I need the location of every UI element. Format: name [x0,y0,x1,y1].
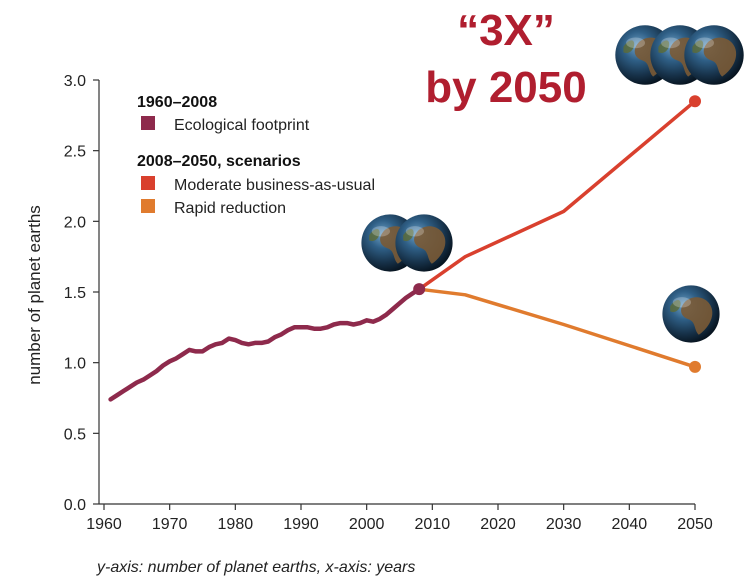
legend-swatch-moderate [141,176,155,190]
point-marker-rapid-2050 [689,360,701,373]
callout-3x: “3X” [457,6,555,55]
y-axis: 0.0 0.5 1.0 1.5 2.0 2.5 3.0 [64,73,100,514]
earth-globe-icon [395,214,453,272]
earth-globes-2008-two [361,214,453,272]
legend-heading-scenarios: 2008–2050, scenarios [137,153,301,170]
series-layer [108,95,701,402]
y-tick-label: 0.0 [64,497,86,514]
legend-swatch-rapid [141,199,155,213]
legend-label-moderate: Moderate business-as-usual [174,177,375,194]
y-tick-label: 1.0 [64,356,86,373]
y-tick-label: 2.0 [64,214,86,231]
earth-globe-icon [684,25,744,85]
legend-swatch-ecological-footprint [141,116,155,130]
x-tick-label: 2050 [677,516,713,533]
legend-label-ecological-footprint: Ecological footprint [174,117,310,134]
y-tick-label: 1.5 [64,285,86,302]
y-tick-label: 3.0 [64,73,86,90]
earth-globe-icon [662,285,720,343]
x-tick-label: 2030 [546,516,582,533]
legend-heading-historical: 1960–2008 [137,94,217,111]
y-tick-label: 2.5 [64,144,86,161]
point-marker-2008 [413,283,426,296]
x-tick-label: 2000 [349,516,385,533]
x-axis: 1960 1970 1980 1990 2000 2010 2020 2030 2040 2050 [86,503,713,533]
y-tick-label: 0.5 [64,426,86,443]
x-tick-label: 2020 [480,516,516,533]
x-tick-label: 1970 [152,516,188,533]
series-line-moderate-business-as-usual [417,99,697,291]
point-marker-moderate-2050 [689,95,701,108]
earth-globe-2050-one [662,285,720,343]
x-tick-label: 1960 [86,516,122,533]
series-line-rapid-reduction [417,287,697,369]
x-tick-label: 1980 [218,516,254,533]
callout-by-2050: by 2050 [425,63,586,112]
caption: y-axis: number of planet earths, x-axis:… [97,559,416,576]
series-line-ecological-footprint [108,286,422,402]
y-axis-title: number of planet earths [25,205,44,385]
x-tick-label: 2010 [415,516,451,533]
x-tick-label: 2040 [612,516,648,533]
legend: 1960–2008 Ecological footprint 2008–2050… [137,94,375,217]
earth-globes-2050-three [615,25,744,85]
legend-label-rapid: Rapid reduction [174,200,286,217]
x-tick-label: 1990 [283,516,319,533]
